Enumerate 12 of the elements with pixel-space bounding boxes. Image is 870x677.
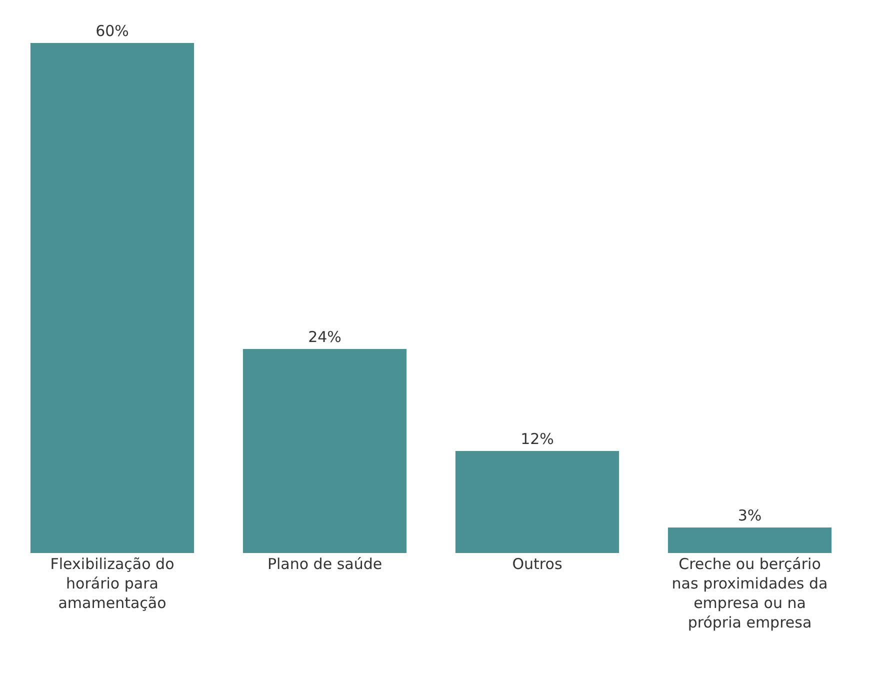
- data-label: 3%: [738, 506, 762, 524]
- x-tick-label: Flexibilização do horário para amamentação: [50, 555, 174, 612]
- data-label: 12%: [520, 430, 554, 448]
- bar: [30, 43, 194, 553]
- bar: [668, 528, 832, 553]
- x-tick-label: Outros: [512, 555, 562, 573]
- bar: [242, 349, 407, 553]
- data-label: 60%: [96, 22, 129, 40]
- x-tick-label: Plano de saúde: [267, 555, 382, 573]
- x-tick-label: Creche ou berçário nas proximidades da empresa ou na própria empresa: [672, 555, 828, 632]
- bar: [455, 451, 620, 553]
- data-label: 24%: [308, 328, 342, 346]
